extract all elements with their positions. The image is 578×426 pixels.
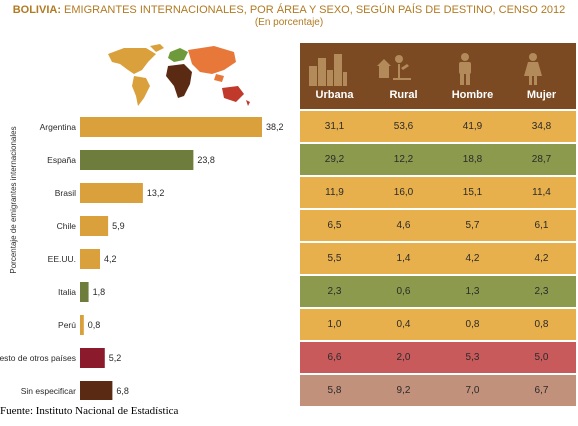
table-cell: 5,7 bbox=[465, 220, 480, 231]
table-row: 31,1 53,6 41,9 34,8 bbox=[300, 111, 576, 142]
category-label: EE.UU. bbox=[48, 254, 76, 264]
table-cell: 1,0 bbox=[327, 319, 342, 330]
table-cell: 34,8 bbox=[531, 121, 552, 132]
table-cell: 1,3 bbox=[465, 286, 480, 297]
table-row: 1,0 0,4 0,8 0,8 bbox=[300, 309, 576, 340]
table-row: 11,9 16,0 15,1 11,4 bbox=[300, 177, 576, 208]
man-icon bbox=[459, 53, 471, 85]
table-cell: 11,9 bbox=[325, 187, 344, 198]
table-cell: 4,2 bbox=[534, 253, 549, 264]
bar bbox=[80, 282, 89, 302]
table-cell: 0,4 bbox=[396, 319, 411, 330]
table-cell: 2,3 bbox=[534, 286, 549, 297]
table-cell: 5,5 bbox=[327, 253, 342, 264]
column-header-urbana: Urbana bbox=[315, 89, 354, 101]
value-label: 5,2 bbox=[109, 353, 122, 363]
table-cell: 6,5 bbox=[327, 220, 342, 231]
value-label: 38,2 bbox=[266, 122, 284, 132]
farm-icon bbox=[377, 55, 411, 80]
table-cell: 1,4 bbox=[396, 253, 411, 264]
table-row: 2,3 0,6 1,3 2,3 bbox=[300, 276, 576, 307]
table-cell: 2,0 bbox=[396, 352, 411, 363]
bar bbox=[80, 315, 84, 335]
table-row: 5,8 9,2 7,0 6,7 bbox=[300, 375, 576, 406]
bar bbox=[80, 150, 194, 170]
column-header-rural: Rural bbox=[389, 89, 418, 101]
table-row: 6,5 4,6 5,7 6,1 bbox=[300, 210, 576, 241]
table-cell: 5,0 bbox=[534, 352, 549, 363]
column-header-hombre: Hombre bbox=[451, 89, 494, 101]
chart-subtitle: (En porcentaje) bbox=[254, 17, 324, 28]
bar-chart: Argentina 38,2 España 23,8 Brasil 13,2 Chile 5,… bbox=[0, 117, 284, 400]
value-label: 23,8 bbox=[197, 155, 215, 165]
source-note: Fuente: Instituto Nacional de Estadístic… bbox=[0, 405, 179, 417]
table-cell: 12,2 bbox=[393, 154, 414, 165]
table-cell: 4,2 bbox=[465, 253, 480, 264]
table-cell: 6,6 bbox=[327, 352, 342, 363]
woman-icon bbox=[524, 53, 542, 85]
table-row: 29,2 12,2 18,8 28,7 bbox=[300, 144, 576, 175]
table-cell: 0,8 bbox=[534, 319, 549, 330]
category-label: Brasil bbox=[55, 188, 76, 198]
table-cell: 2,3 bbox=[327, 286, 342, 297]
table-cell: 0,6 bbox=[396, 286, 411, 297]
value-label: 5,9 bbox=[112, 221, 125, 231]
table-cell: 18,8 bbox=[462, 154, 483, 165]
category-label: Sin especificar bbox=[21, 386, 76, 396]
value-label: 6,8 bbox=[116, 386, 129, 396]
category-label: Perú bbox=[58, 320, 76, 330]
category-label: España bbox=[47, 155, 76, 165]
value-label: 1,8 bbox=[93, 287, 106, 297]
table-cell: 6,7 bbox=[534, 385, 549, 396]
table-cell: 9,2 bbox=[396, 385, 411, 396]
bar bbox=[80, 348, 105, 368]
table-cell: 6,1 bbox=[534, 220, 549, 231]
value-label: 4,2 bbox=[104, 254, 117, 264]
table-row: 6,6 2,0 5,3 5,0 bbox=[300, 342, 576, 373]
table-cell: 7,0 bbox=[465, 385, 480, 396]
bar bbox=[80, 117, 262, 137]
chart-title: BOLIVIA: EMIGRANTES INTERNACIONALES, POR… bbox=[12, 4, 566, 16]
world-map-icon bbox=[108, 44, 250, 106]
table-cell: 31,1 bbox=[324, 121, 345, 132]
bar bbox=[80, 249, 101, 269]
bar bbox=[80, 216, 109, 236]
infographic: BOLIVIA: EMIGRANTES INTERNACIONALES, POR… bbox=[0, 4, 576, 417]
table-cell: 4,6 bbox=[396, 220, 411, 231]
bar bbox=[80, 183, 143, 203]
table-cell: 29,2 bbox=[324, 154, 345, 165]
table-row: 5,5 1,4 4,2 4,2 bbox=[300, 243, 576, 274]
city-icon bbox=[309, 54, 347, 86]
category-label: Argentina bbox=[40, 122, 77, 132]
column-header-mujer: Mujer bbox=[526, 89, 557, 101]
value-label: 13,2 bbox=[147, 188, 165, 198]
table-cell: 11,4 bbox=[532, 187, 551, 198]
category-label: Resto de otros países bbox=[0, 353, 76, 363]
category-label: Italia bbox=[58, 287, 76, 297]
table-cell: 41,9 bbox=[462, 121, 483, 132]
bar bbox=[80, 381, 113, 400]
table-cell: 15,1 bbox=[462, 187, 483, 198]
table-cell: 0,8 bbox=[465, 319, 480, 330]
table-cell: 5,8 bbox=[327, 385, 342, 396]
table-cell: 53,6 bbox=[393, 121, 414, 132]
table-cell: 5,3 bbox=[465, 352, 480, 363]
table-cell: 16,0 bbox=[393, 187, 414, 198]
table-cell: 28,7 bbox=[531, 154, 552, 165]
category-label: Chile bbox=[57, 221, 77, 231]
value-label: 0,8 bbox=[88, 320, 101, 330]
